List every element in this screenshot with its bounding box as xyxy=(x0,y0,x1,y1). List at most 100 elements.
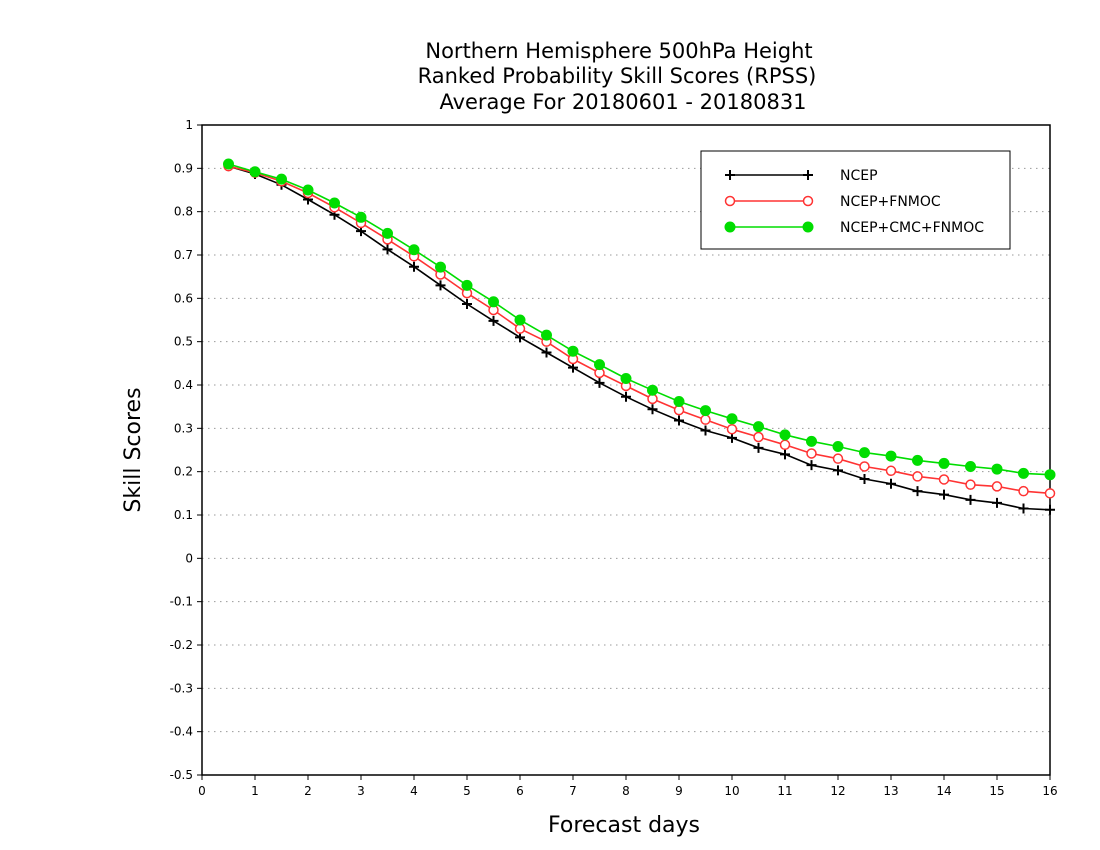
x-tick-label: 10 xyxy=(724,784,739,798)
data-point-ncep xyxy=(992,497,1002,508)
data-point-ncep-cmc-fnmoc xyxy=(276,173,287,185)
data-point-ncep-fnmoc xyxy=(938,474,950,485)
legend-label: NCEP+FNMOC xyxy=(840,194,941,210)
data-point-ncep xyxy=(568,362,578,373)
data-point-ncep xyxy=(753,442,764,453)
data-point-ncep-cmc-fnmoc xyxy=(329,197,340,209)
data-point-ncep xyxy=(382,244,393,255)
data-point-ncep xyxy=(594,377,605,388)
data-point-ncep-cmc-fnmoc xyxy=(912,454,923,466)
y-tick-label: -0.5 xyxy=(170,768,193,782)
data-point-ncep xyxy=(541,347,552,358)
x-tick-label: 8 xyxy=(622,784,630,798)
data-point-ncep-fnmoc xyxy=(1018,485,1029,497)
legend-label: NCEP+CMC+FNMOC xyxy=(840,220,984,236)
series-ncep-cmc-fnmoc xyxy=(223,158,1056,481)
legend-marker xyxy=(724,221,736,233)
legend-label: NCEP xyxy=(840,168,878,184)
series-line-ncep xyxy=(228,165,1051,511)
data-point-ncep-fnmoc xyxy=(1044,488,1056,499)
legend-item-ncep-fnmoc: NCEP+FNMOC xyxy=(724,194,941,210)
chart-title-line-3: Average For 20180601 - 20180831 xyxy=(439,90,806,114)
y-tick-label: -0.1 xyxy=(170,595,193,609)
data-point-ncep-fnmoc xyxy=(700,414,711,425)
data-point-ncep-fnmoc xyxy=(912,471,923,482)
data-point-ncep xyxy=(1018,503,1029,514)
data-point-ncep-cmc-fnmoc xyxy=(488,296,499,308)
data-point-ncep xyxy=(409,261,419,272)
x-tick-label: 14 xyxy=(936,784,951,798)
data-point-ncep-fnmoc xyxy=(832,453,844,464)
data-point-ncep-cmc-fnmoc xyxy=(594,359,605,371)
y-tick-label: -0.3 xyxy=(170,681,193,695)
data-point-ncep xyxy=(859,474,870,485)
data-point-ncep-cmc-fnmoc xyxy=(1044,469,1056,481)
data-point-ncep xyxy=(621,391,631,402)
legend-marker xyxy=(724,195,736,207)
data-point-ncep-fnmoc xyxy=(806,448,817,459)
data-point-ncep-cmc-fnmoc xyxy=(832,441,844,453)
legend-marker xyxy=(803,170,813,180)
data-point-ncep-cmc-fnmoc xyxy=(965,460,976,472)
data-point-ncep-fnmoc xyxy=(753,431,764,443)
data-point-ncep xyxy=(515,332,525,343)
y-tick-label: 0.1 xyxy=(174,508,193,522)
y-tick-label: -0.2 xyxy=(170,638,193,652)
data-point-ncep xyxy=(435,280,446,291)
y-tick-label: 1 xyxy=(185,118,193,132)
data-point-ncep-cmc-fnmoc xyxy=(382,227,393,239)
x-tick-label: 3 xyxy=(357,784,365,798)
y-tick-label: 0.4 xyxy=(174,378,193,392)
data-point-ncep-fnmoc xyxy=(991,481,1003,492)
x-tick-label: 6 xyxy=(516,784,524,798)
data-point-ncep xyxy=(939,489,949,500)
legend-marker xyxy=(802,195,814,207)
data-point-ncep-fnmoc xyxy=(514,323,526,334)
data-point-ncep xyxy=(1045,504,1055,515)
chart-title-line-1: Northern Hemisphere 500hPa Height xyxy=(425,39,812,63)
y-axis-label: Skill Scores xyxy=(121,387,146,512)
x-tick-label: 5 xyxy=(463,784,471,798)
data-point-ncep xyxy=(833,465,843,476)
x-tick-label: 15 xyxy=(989,784,1004,798)
data-point-ncep-cmc-fnmoc xyxy=(991,463,1003,475)
data-point-ncep-cmc-fnmoc xyxy=(885,450,897,462)
data-point-ncep-cmc-fnmoc xyxy=(779,429,791,441)
data-point-ncep-cmc-fnmoc xyxy=(461,279,473,291)
data-point-ncep-fnmoc xyxy=(647,393,658,405)
x-tick-label: 0 xyxy=(198,784,206,798)
legend-box xyxy=(700,150,1011,250)
y-tick-label: 0.9 xyxy=(174,161,193,175)
x-tick-label: 9 xyxy=(675,784,683,798)
data-point-ncep-cmc-fnmoc xyxy=(514,314,526,326)
y-tick-label: 0.2 xyxy=(174,465,193,479)
data-point-ncep-fnmoc xyxy=(965,479,976,490)
legend-marker xyxy=(802,221,814,233)
data-point-ncep-fnmoc xyxy=(885,465,897,477)
y-tick-label: 0.3 xyxy=(174,421,193,435)
data-point-ncep xyxy=(780,449,790,460)
data-point-ncep-cmc-fnmoc xyxy=(355,211,367,223)
x-tick-label: 2 xyxy=(304,784,312,798)
data-point-ncep-cmc-fnmoc xyxy=(435,261,446,273)
legend-item-ncep-cmc-fnmoc: NCEP+CMC+FNMOC xyxy=(724,220,984,236)
data-point-ncep xyxy=(806,460,817,471)
grid-lines xyxy=(202,167,1050,733)
legend-item-ncep: NCEP xyxy=(725,168,878,184)
data-point-ncep-cmc-fnmoc xyxy=(567,345,579,357)
data-point-ncep-fnmoc xyxy=(726,423,738,435)
series-layer xyxy=(223,158,1056,515)
x-axis-label: Forecast days xyxy=(548,813,700,838)
data-point-ncep xyxy=(965,494,976,505)
x-tick-label: 13 xyxy=(883,784,898,798)
data-point-ncep xyxy=(488,315,499,326)
x-tick-label: 16 xyxy=(1042,784,1057,798)
x-tick-label: 4 xyxy=(410,784,418,798)
y-tick-label: 0.6 xyxy=(174,291,193,305)
data-point-ncep-fnmoc xyxy=(673,404,685,416)
legend-marker xyxy=(725,170,735,180)
x-tick-label: 12 xyxy=(830,784,845,798)
y-tick-label: 0.7 xyxy=(174,248,193,262)
data-point-ncep-cmc-fnmoc xyxy=(806,435,817,447)
